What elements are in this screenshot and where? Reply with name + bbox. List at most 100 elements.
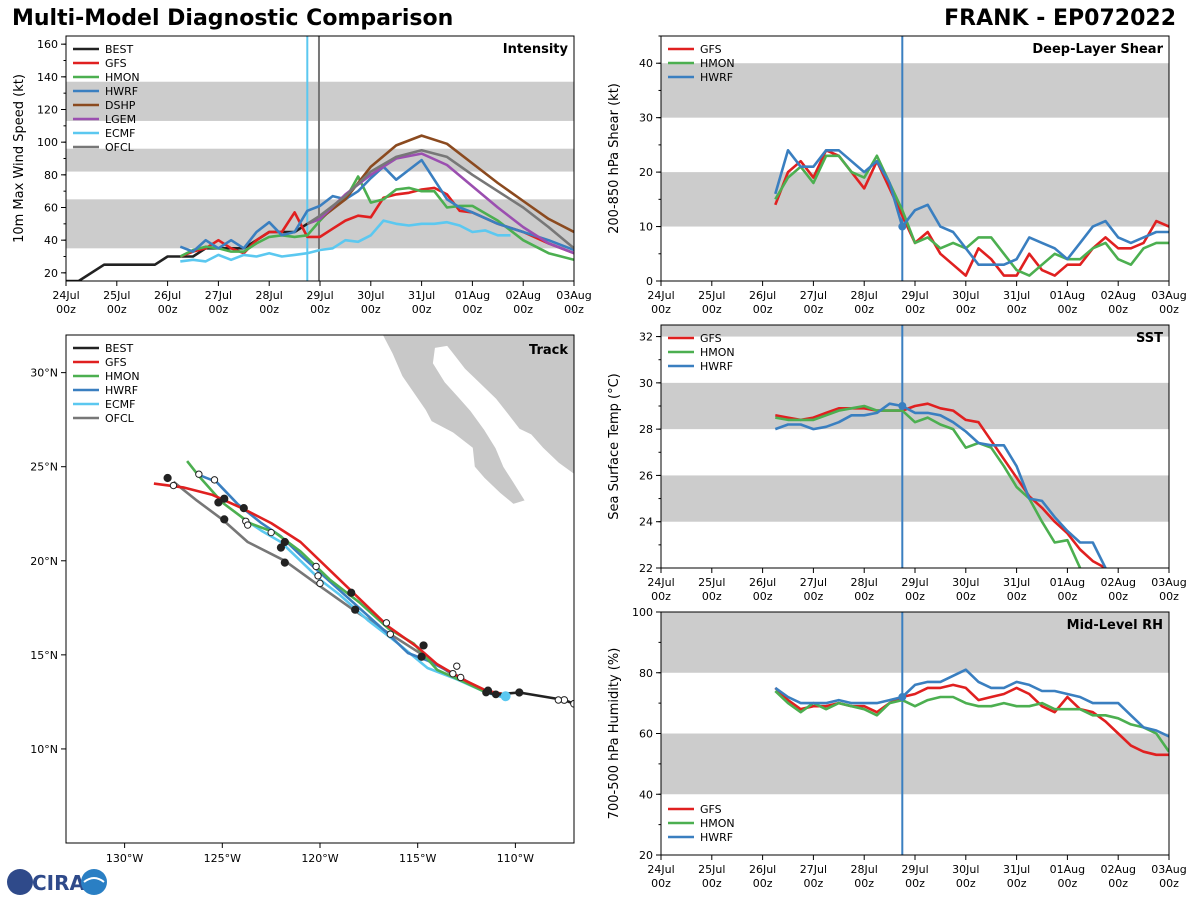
sst-ylabel: Sea Surface Temp (°C) [607, 373, 622, 520]
intensity-legend-label-gfs: GFS [105, 57, 127, 70]
intensity-ylabel: 10m Max Wind Speed (kt) [12, 74, 27, 243]
intensity-xtick-label: 24Jul 00z [52, 289, 79, 316]
shear-ytick-label: 0 [646, 275, 653, 288]
intensity-xtick-label: 29Jul 00z [306, 289, 333, 316]
track-legend-label-best: BEST [105, 342, 133, 355]
rh-ytick-label: 60 [639, 728, 653, 741]
land-mexico [382, 335, 574, 505]
track-forecast-point [382, 619, 391, 627]
rh-legend-label-hwrf: HWRF [700, 831, 733, 844]
track-xtick-label: 115°W [399, 852, 436, 865]
sst-legend-label-hmon: HMON [700, 346, 735, 359]
sst-chart: 22 24 26 28 30 32 24Jul 00z 25Jul 00z 26Jul 00z 27Ju… [607, 324, 1187, 603]
track-chart: 130°W 125°W 120°W 115°W 110°W 10°N 15°N 20°N 25°… [30, 334, 575, 865]
shear-xtick-label: 02Aug 00z [1100, 289, 1135, 316]
sst-ytick-label: 28 [639, 423, 653, 436]
track-forecast-point [314, 572, 322, 580]
track-plot-area [153, 335, 574, 708]
sst-legend-label-gfs: GFS [700, 332, 722, 345]
shear-ytick-label: 30 [639, 112, 653, 125]
shear-ylabel: 200-850 hPa Shear (kt) [607, 83, 622, 234]
intensity-legend-label-lgem: LGEM [105, 113, 136, 126]
shear-band-0 [661, 172, 1169, 227]
rh-ytick-label: 80 [639, 667, 653, 680]
intensity-xtick-label: 03Aug 00z [556, 289, 591, 316]
rh-band-0 [661, 733, 1169, 795]
shear-legend-label-hwrf: HWRF [700, 71, 733, 84]
intensity-ytick-label: 80 [44, 169, 58, 182]
sst-xtick-label: 01Aug 00z [1050, 576, 1085, 603]
sst-xtick-label: 25Jul 00z [698, 576, 725, 603]
track-forecast-point [280, 558, 289, 567]
shear-xtick-label: 24Jul 00z [647, 289, 674, 316]
intensity-legend-label-best: BEST [105, 43, 133, 56]
track-forecast-point [554, 696, 563, 704]
track-legend-label-ecmf: ECMF [105, 398, 135, 411]
intensity-legend-label-hmon: HMON [105, 71, 140, 84]
shear-series-hwrf [774, 149, 1169, 266]
sst-xtick-label: 29Jul 00z [901, 576, 928, 603]
rh-xtick-label: 01Aug 00z [1050, 863, 1085, 890]
shear-band-1 [661, 63, 1169, 118]
logo-text: CIRA [32, 871, 86, 895]
track-forecast-point [220, 515, 229, 524]
track-forecast-point [449, 669, 457, 678]
track-forecast-point [220, 494, 229, 503]
intensity-xtick-label: 28Jul 00z [256, 289, 283, 316]
rh-plot-area [774, 668, 1169, 757]
sst-xtick-label: 28Jul 00z [851, 576, 878, 603]
intensity-xtick-label: 25Jul 00z [103, 289, 130, 316]
sst-ytick-label: 30 [639, 377, 653, 390]
sst-legend-label-hwrf: HWRF [700, 360, 733, 373]
intensity-xtick-label: 26Jul 00z [154, 289, 181, 316]
sst-xtick-label: 24Jul 00z [647, 576, 674, 603]
intensity-band-1 [66, 148, 574, 172]
shear-ytick-label: 10 [639, 221, 653, 234]
track-xtick-label: 125°W [204, 852, 241, 865]
rh-ytick-label: 20 [639, 849, 653, 862]
intensity-series-ecmf [180, 219, 511, 263]
intensity-ytick-label: 20 [44, 267, 58, 280]
track-storm-position [500, 691, 511, 702]
track-series-gfs [153, 482, 506, 696]
rh-ytick-label: 40 [639, 788, 653, 801]
track-forecast-point [347, 588, 356, 597]
sst-ytick-label: 26 [639, 469, 653, 482]
track-forecast-point [210, 476, 219, 484]
track-legend-label-gfs: GFS [105, 356, 127, 369]
rh-ylabel: 700-500 hPa Humidity (%) [607, 648, 622, 820]
intensity-chart: 20 40 60 80 100 120 140 160 24Jul 00z 25Jul 00z 26Ju… [12, 35, 592, 316]
shear-xtick-label: 28Jul 00z [851, 289, 878, 316]
page-title: Multi-Model Diagnostic Comparison [12, 6, 454, 31]
rh-title: Mid-Level RH [1067, 618, 1163, 633]
track-forecast-point [169, 481, 178, 490]
track-title: Track [529, 343, 568, 358]
rh-xtick-label: 27Jul 00z [800, 863, 827, 890]
sst-xtick-label: 26Jul 00z [749, 576, 776, 603]
sst-series-gfs [775, 402, 1107, 568]
rh-xtick-label: 25Jul 00z [698, 863, 725, 890]
track-ytick-label: 10°N [30, 743, 58, 756]
intensity-legend-label-ofcl: OFCL [105, 141, 135, 154]
rh-xtick-label: 29Jul 00z [901, 863, 928, 890]
sst-xtick-label: 27Jul 00z [800, 576, 827, 603]
sst-ytick-label: 24 [639, 516, 653, 529]
track-forecast-point [483, 686, 493, 695]
intensity-ytick-label: 40 [44, 234, 58, 247]
track-xtick-label: 120°W [301, 852, 338, 865]
rh-xtick-label: 31Jul 00z [1003, 863, 1030, 890]
sst-band-2 [661, 325, 1169, 337]
track-legend-label-ofcl: OFCL [105, 412, 135, 425]
shear-legend-label-gfs: GFS [700, 43, 722, 56]
cira-logo: CIRA [7, 869, 107, 895]
sst-xtick-label: 03Aug 00z [1151, 576, 1186, 603]
shear-ytick-label: 20 [639, 166, 653, 179]
rh-xtick-label: 30Jul 00z [952, 863, 979, 890]
track-forecast-point [195, 470, 203, 478]
seal-icon [81, 869, 107, 895]
track-forecast-point [419, 641, 428, 650]
